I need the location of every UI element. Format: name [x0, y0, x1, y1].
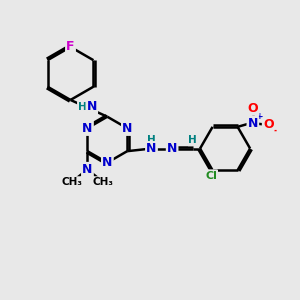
Text: H: H — [147, 135, 156, 145]
Text: N: N — [82, 163, 93, 176]
Text: N: N — [248, 117, 258, 130]
Text: N: N — [167, 142, 177, 155]
Text: N: N — [146, 142, 157, 155]
Text: +: + — [256, 112, 263, 121]
Text: N: N — [167, 142, 177, 155]
Text: H: H — [188, 135, 197, 145]
Text: N: N — [82, 122, 93, 135]
Text: O: O — [263, 118, 274, 131]
Text: Cl: Cl — [205, 170, 217, 181]
Text: O: O — [248, 101, 258, 115]
Text: O: O — [263, 118, 274, 131]
Text: N: N — [146, 142, 157, 155]
Text: N: N — [87, 100, 97, 113]
Text: N: N — [82, 163, 93, 176]
Text: N: N — [102, 156, 112, 169]
Text: N: N — [82, 122, 93, 135]
Text: N: N — [122, 122, 132, 135]
Text: CH₃: CH₃ — [92, 177, 113, 187]
Text: H: H — [78, 102, 87, 112]
Text: N: N — [122, 122, 132, 135]
Text: H: H — [147, 135, 156, 145]
Text: F: F — [66, 40, 75, 53]
Text: Cl: Cl — [205, 170, 217, 181]
Text: N: N — [102, 156, 112, 169]
Text: N: N — [248, 117, 258, 130]
Text: H: H — [188, 135, 197, 145]
Text: CH₃: CH₃ — [61, 177, 82, 187]
Text: O: O — [248, 101, 258, 115]
Text: F: F — [66, 40, 75, 53]
Text: -: - — [273, 126, 277, 136]
Text: N: N — [87, 100, 97, 113]
Text: H: H — [78, 102, 87, 112]
